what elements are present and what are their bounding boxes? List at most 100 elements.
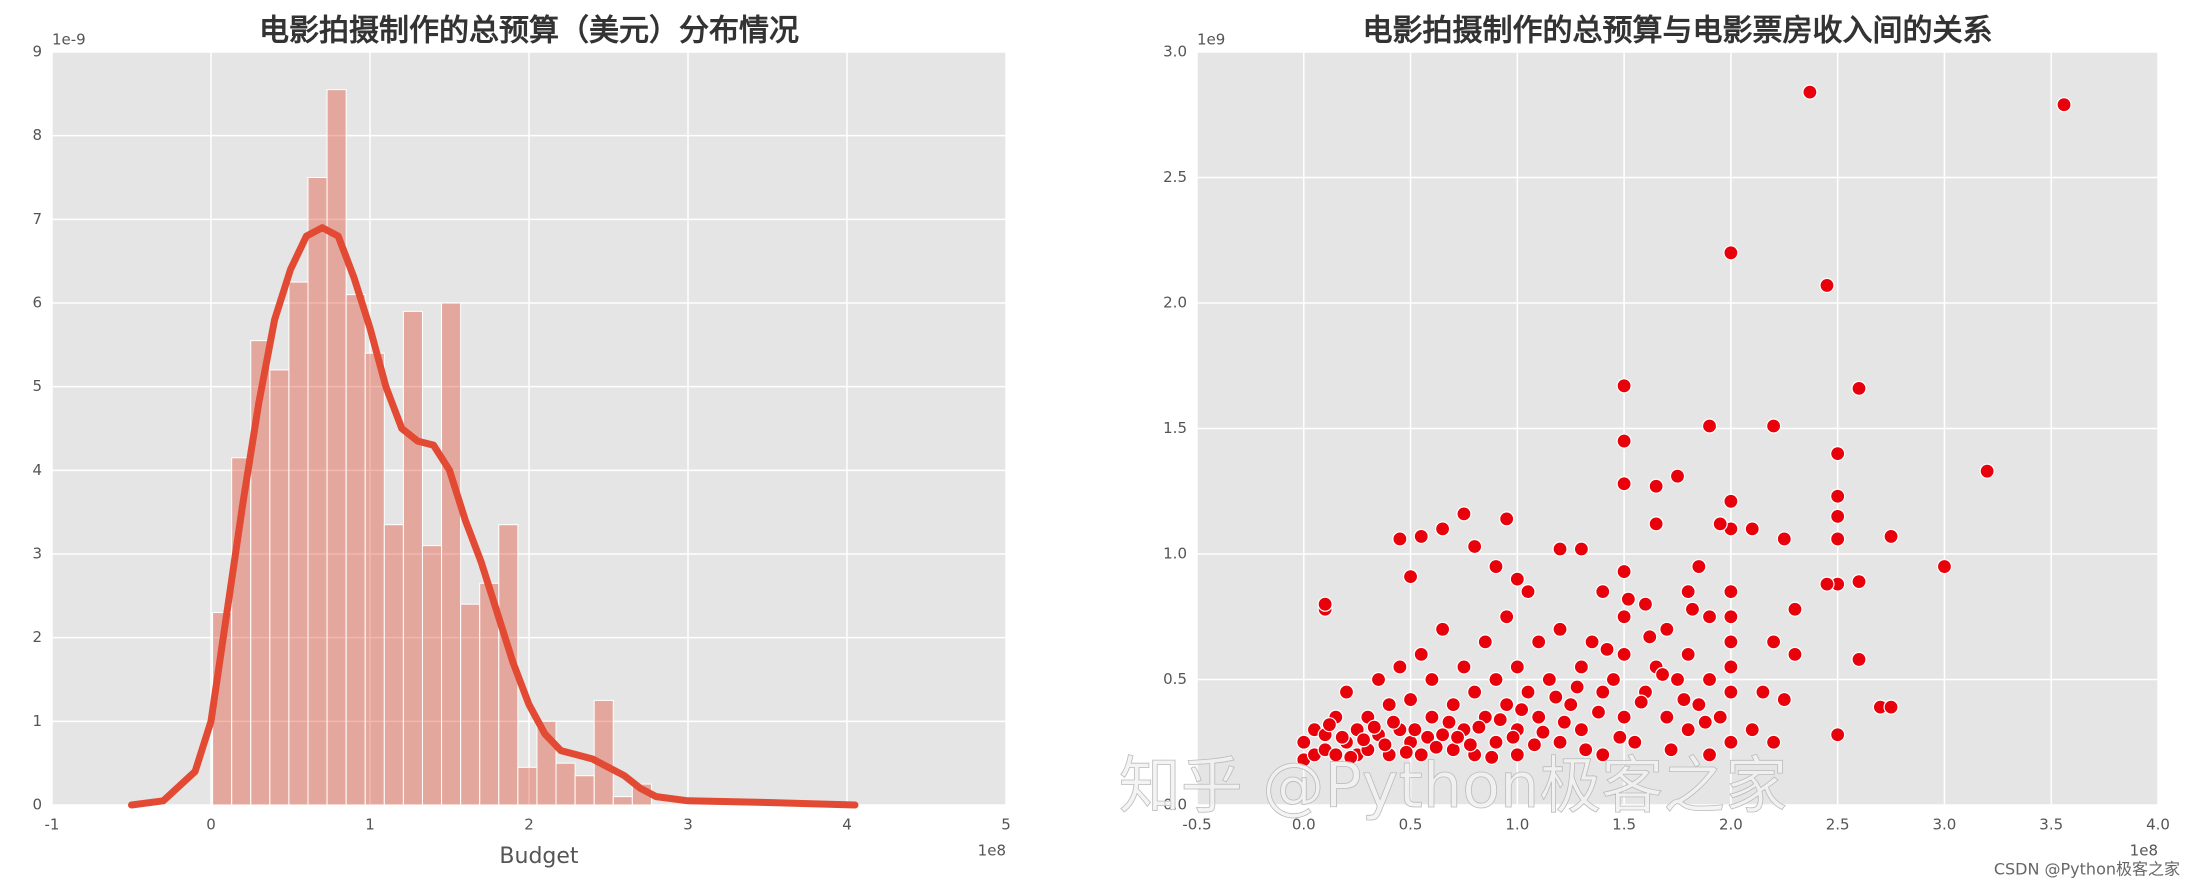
scatter-point <box>1471 719 1487 735</box>
scatter-point <box>1787 601 1803 617</box>
scatter-point <box>1616 646 1632 663</box>
scatter-point <box>1765 734 1782 750</box>
scatter-point <box>1456 659 1472 675</box>
y-tick-label: 6 <box>32 294 42 312</box>
scatter-point <box>1616 476 1632 492</box>
scatter-point <box>1744 521 1760 537</box>
histogram-bar <box>517 766 538 806</box>
scatter-point <box>1424 671 1440 688</box>
scatter-point <box>1509 571 1525 587</box>
scatter-point <box>1509 747 1525 763</box>
scatter-point <box>1787 646 1803 663</box>
scatter-point <box>1488 671 1504 688</box>
scatter-point <box>1563 696 1579 713</box>
scatter-point <box>1830 446 1846 462</box>
scatter-point <box>1328 747 1344 763</box>
y-tick-label: 2.0 <box>1163 294 1187 312</box>
histogram-bar <box>288 281 309 806</box>
y-tick-label: 0.5 <box>1163 670 1187 688</box>
y-tick-label: 8 <box>32 126 42 144</box>
histogram-bar <box>498 524 519 806</box>
scatter-point <box>1377 737 1393 753</box>
scatter-point <box>1659 621 1675 637</box>
scatter-point <box>1541 671 1557 688</box>
scatter-point <box>1648 516 1664 532</box>
scatter-point <box>1467 538 1483 555</box>
histogram-bar <box>364 352 385 806</box>
scatter-point <box>1573 541 1590 557</box>
histogram-bar <box>574 775 595 806</box>
scatter-point <box>1642 629 1658 645</box>
histogram-bar <box>593 699 614 806</box>
scatter-point <box>1573 722 1590 738</box>
scatter-point <box>1484 749 1500 765</box>
histogram-bar <box>460 603 481 806</box>
scatter-point <box>1488 558 1504 575</box>
scatter-point <box>1552 541 1568 557</box>
scatter-point <box>1744 722 1760 738</box>
scatter-point <box>1830 531 1846 547</box>
x-tick-label: 1.5 <box>1612 816 1636 834</box>
scatter-point <box>1701 747 1718 763</box>
scatter-point <box>1776 531 1792 547</box>
scatter-point <box>1392 659 1408 675</box>
scatter-point <box>2056 97 2072 113</box>
scatter-point <box>1627 734 1643 750</box>
scatter-point <box>1654 666 1671 683</box>
scatter-point <box>1633 694 1649 710</box>
scatter-point <box>1428 739 1444 755</box>
scatter-point <box>1338 684 1355 700</box>
scatter-point <box>1595 747 1611 763</box>
scatter-point <box>1691 696 1707 713</box>
scatter-point <box>1392 531 1408 547</box>
histogram-bar <box>402 310 423 806</box>
scatter-point <box>1830 727 1846 743</box>
scatter-point <box>1595 684 1611 700</box>
scatter-point <box>1701 609 1718 625</box>
scatter-point <box>1620 591 1636 607</box>
scatter-point <box>1712 709 1728 725</box>
scatter-point <box>1477 634 1493 650</box>
scatter-point <box>1712 516 1728 532</box>
scatter-point <box>1680 646 1696 663</box>
scatter-point <box>1701 671 1718 688</box>
scatter-point <box>1552 621 1568 637</box>
y-offset-label: 1e9 <box>1197 31 1225 49</box>
scatter-point <box>1526 737 1543 753</box>
scatter-point <box>1883 699 1899 715</box>
x-offset-label: 1e8 <box>2130 842 2158 860</box>
scatter-point <box>1616 609 1632 625</box>
scatter-point <box>1398 744 1414 760</box>
scatter-point <box>1590 704 1607 720</box>
scatter-point <box>1701 418 1718 434</box>
chart-title: 电影拍摄制作的总预算（美元）分布情况 <box>259 14 799 49</box>
scatter-point <box>1531 634 1547 650</box>
x-tick-label: 3 <box>683 816 693 834</box>
kde-line <box>128 224 859 809</box>
x-tick-label: 3.5 <box>2039 816 2063 834</box>
histogram-bar <box>326 89 347 806</box>
scatter-point <box>1616 563 1632 580</box>
scatter-point <box>1456 506 1472 522</box>
scatter-point <box>1499 609 1515 625</box>
y-tick-label: 7 <box>32 210 42 228</box>
scatter-point <box>1599 641 1615 657</box>
scatter-point <box>1531 709 1547 725</box>
x-tick-label: 4.0 <box>2146 816 2170 834</box>
scatter-point <box>1413 528 1429 545</box>
scatter-point <box>1317 596 1333 612</box>
scatter-point <box>1548 689 1564 705</box>
scatter-point <box>1520 684 1536 700</box>
scatter-point <box>1669 671 1686 688</box>
histogram-bar <box>612 796 633 806</box>
scatter-point <box>1535 724 1551 740</box>
x-axis-label: Budget <box>499 844 579 869</box>
scatter-point <box>1697 714 1713 730</box>
scatter-point <box>1509 659 1525 675</box>
chart-title: 电影拍摄制作的总预算与电影票房收入间的关系 <box>1363 14 1993 49</box>
scatter-point <box>1595 584 1611 600</box>
scatter-point <box>1556 714 1572 730</box>
scatter-point <box>1802 84 1818 100</box>
y-tick-label: 1.0 <box>1163 545 1187 563</box>
